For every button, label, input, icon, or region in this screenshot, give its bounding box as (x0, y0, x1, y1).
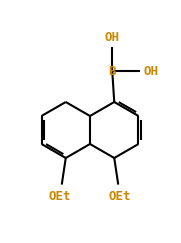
Text: OEt: OEt (109, 190, 132, 203)
Text: OEt: OEt (49, 190, 71, 203)
Text: OH: OH (105, 31, 120, 44)
Text: OH: OH (143, 65, 158, 78)
Text: B: B (108, 65, 116, 78)
